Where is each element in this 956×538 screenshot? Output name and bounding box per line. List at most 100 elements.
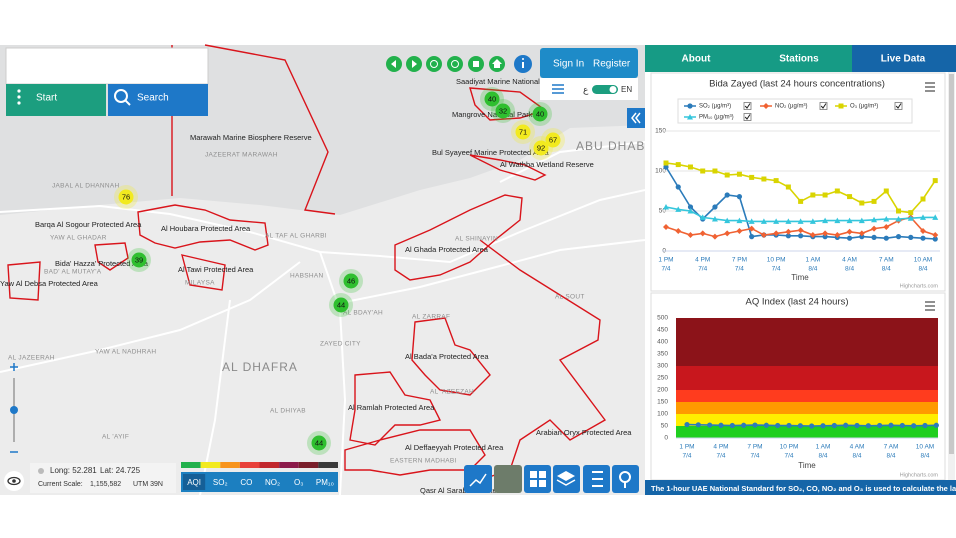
point — [834, 232, 841, 238]
legend-checkbox[interactable] — [819, 102, 828, 110]
point — [684, 421, 690, 428]
register[interactable]: Register — [593, 59, 631, 70]
station-value: 67 — [549, 135, 557, 144]
map-label: AL 'AZEEZAH — [430, 389, 474, 396]
x-tick-label: 7/4 — [784, 453, 793, 460]
station-value: 44 — [315, 438, 323, 447]
lang-en[interactable]: EN — [621, 85, 632, 94]
pollutant-button[interactable]: PM₁₀ — [316, 478, 334, 487]
y-tick-label: 300 — [657, 363, 668, 370]
point — [834, 217, 841, 224]
point — [736, 171, 742, 177]
legend-checkbox[interactable] — [743, 102, 752, 110]
station-marker[interactable] — [333, 297, 349, 313]
point — [883, 216, 890, 222]
point — [724, 230, 731, 237]
point — [663, 160, 669, 166]
station-value: 92 — [537, 143, 545, 152]
point — [700, 168, 706, 174]
scrollbar[interactable] — [949, 74, 954, 454]
chart-button[interactable] — [464, 465, 492, 493]
pollutant-button[interactable]: SO₂ — [213, 478, 228, 487]
station-marker[interactable] — [533, 140, 549, 156]
point — [932, 236, 938, 242]
point — [695, 422, 701, 428]
tool-button[interactable] — [426, 56, 442, 72]
point — [883, 188, 889, 194]
legend-symbol — [763, 103, 769, 109]
location-button[interactable] — [612, 465, 639, 493]
credits[interactable]: Highcharts.com — [900, 472, 939, 478]
station-value: 44 — [337, 300, 345, 309]
credits[interactable]: Highcharts.com — [900, 283, 939, 289]
point — [675, 162, 681, 168]
x-tick-label: 8/4 — [918, 266, 927, 273]
station-marker[interactable] — [118, 189, 134, 205]
point — [729, 422, 735, 429]
map-label: AL TAF AL GHARBI — [265, 233, 327, 240]
legend-checkbox[interactable] — [894, 102, 903, 110]
point — [711, 233, 718, 240]
legend-symbol — [687, 114, 693, 120]
chart-menu[interactable] — [925, 82, 935, 311]
tab[interactable] — [747, 45, 852, 72]
tab[interactable] — [645, 45, 747, 72]
legend-entry[interactable]: O₃ (µg/m³) — [850, 104, 878, 110]
x-tick-label: 10 AM — [914, 257, 932, 264]
point — [748, 218, 755, 224]
station-marker[interactable] — [343, 273, 359, 289]
point — [895, 216, 902, 222]
station-marker[interactable] — [545, 132, 561, 148]
pollutant-button[interactable]: AQI — [187, 478, 201, 487]
station-marker[interactable] — [484, 91, 500, 107]
grid-button[interactable] — [524, 465, 551, 493]
point — [834, 188, 840, 194]
point — [749, 234, 755, 240]
legend-entry[interactable]: SO₂ (µg/m³) — [699, 104, 731, 110]
zoom-slider[interactable] — [10, 406, 18, 414]
scale-label: Current Scale: — [38, 481, 83, 488]
point — [797, 218, 804, 224]
sign-in[interactable]: Sign In — [553, 59, 584, 70]
point — [883, 224, 890, 230]
x-tick-label: 7 PM — [732, 257, 747, 264]
map-label: AL SOUT — [555, 294, 585, 301]
x-tick-label: 7/4 — [716, 453, 725, 460]
legend-entry[interactable]: PM₁₀ (µg/m³) — [699, 115, 734, 121]
map-label: Al Ramlah Protected Area — [348, 403, 435, 412]
x-tick-label: 10 PM — [780, 444, 799, 451]
start-button[interactable] — [6, 84, 106, 116]
scale-segment — [298, 462, 319, 468]
scale-segment — [220, 462, 240, 468]
map-tools — [386, 55, 532, 73]
band — [676, 426, 938, 438]
pollutant-button[interactable]: NO₂ — [265, 478, 280, 487]
checkmark — [744, 103, 751, 109]
pollutant-button[interactable]: CO — [240, 478, 252, 487]
x-tick-label: 7/4 — [735, 266, 744, 273]
station-marker[interactable] — [131, 252, 147, 268]
legend-box — [677, 98, 913, 124]
search-input[interactable] — [5, 47, 209, 85]
map-label: AL SHINAYIN — [455, 236, 498, 243]
legend-checkbox[interactable] — [743, 113, 752, 121]
basemap-button[interactable] — [494, 465, 522, 493]
point — [699, 214, 706, 220]
station-marker[interactable] — [311, 435, 327, 451]
tab-active[interactable] — [852, 45, 956, 72]
station-value: 40 — [536, 109, 544, 118]
station-marker[interactable] — [515, 124, 531, 140]
point — [871, 225, 878, 232]
station-marker[interactable] — [532, 106, 548, 122]
point — [775, 422, 781, 429]
legend-entry[interactable]: NO₂ (µg/m³) — [775, 104, 807, 110]
station-marker[interactable] — [495, 103, 511, 119]
point — [761, 176, 767, 182]
y-tick-label: 0 — [664, 435, 668, 442]
longitude: Long: 52.281 — [50, 466, 97, 475]
lang-ar[interactable]: ع — [583, 84, 589, 95]
protected-area-outlines — [7, 44, 607, 481]
tool-button[interactable] — [447, 56, 463, 72]
point — [699, 230, 706, 237]
pollutant-button[interactable]: O₃ — [294, 478, 303, 487]
